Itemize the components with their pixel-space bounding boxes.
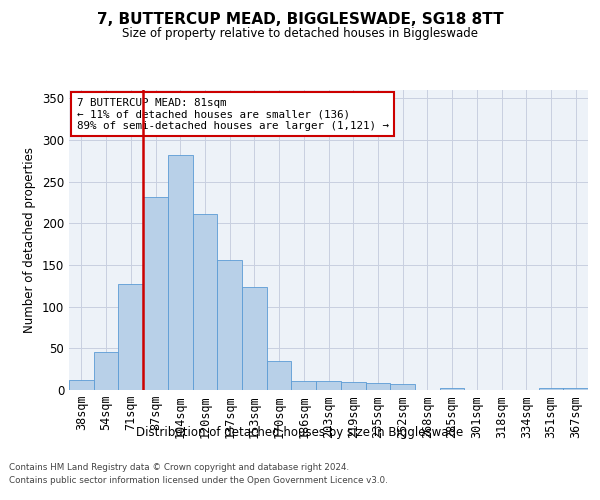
Bar: [217, 260, 242, 390]
Bar: [316, 381, 341, 390]
Text: Contains HM Land Registry data © Crown copyright and database right 2024.: Contains HM Land Registry data © Crown c…: [9, 464, 349, 472]
Bar: [365, 384, 390, 390]
Text: 7, BUTTERCUP MEAD, BIGGLESWADE, SG18 8TT: 7, BUTTERCUP MEAD, BIGGLESWADE, SG18 8TT: [97, 12, 503, 28]
Text: Contains public sector information licensed under the Open Government Licence v3: Contains public sector information licen…: [9, 476, 388, 485]
Text: 7 BUTTERCUP MEAD: 81sqm
← 11% of detached houses are smaller (136)
89% of semi-d: 7 BUTTERCUP MEAD: 81sqm ← 11% of detache…: [77, 98, 389, 130]
Bar: [539, 388, 563, 390]
Bar: [118, 284, 143, 390]
Text: Distribution of detached houses by size in Biggleswade: Distribution of detached houses by size …: [136, 426, 464, 439]
Bar: [267, 361, 292, 390]
Bar: [143, 196, 168, 390]
Bar: [390, 384, 415, 390]
Bar: [69, 380, 94, 390]
Text: Size of property relative to detached houses in Biggleswade: Size of property relative to detached ho…: [122, 28, 478, 40]
Y-axis label: Number of detached properties: Number of detached properties: [23, 147, 37, 333]
Bar: [563, 388, 588, 390]
Bar: [341, 382, 365, 390]
Bar: [94, 352, 118, 390]
Bar: [168, 155, 193, 390]
Bar: [292, 381, 316, 390]
Bar: [242, 286, 267, 390]
Bar: [440, 388, 464, 390]
Bar: [193, 214, 217, 390]
